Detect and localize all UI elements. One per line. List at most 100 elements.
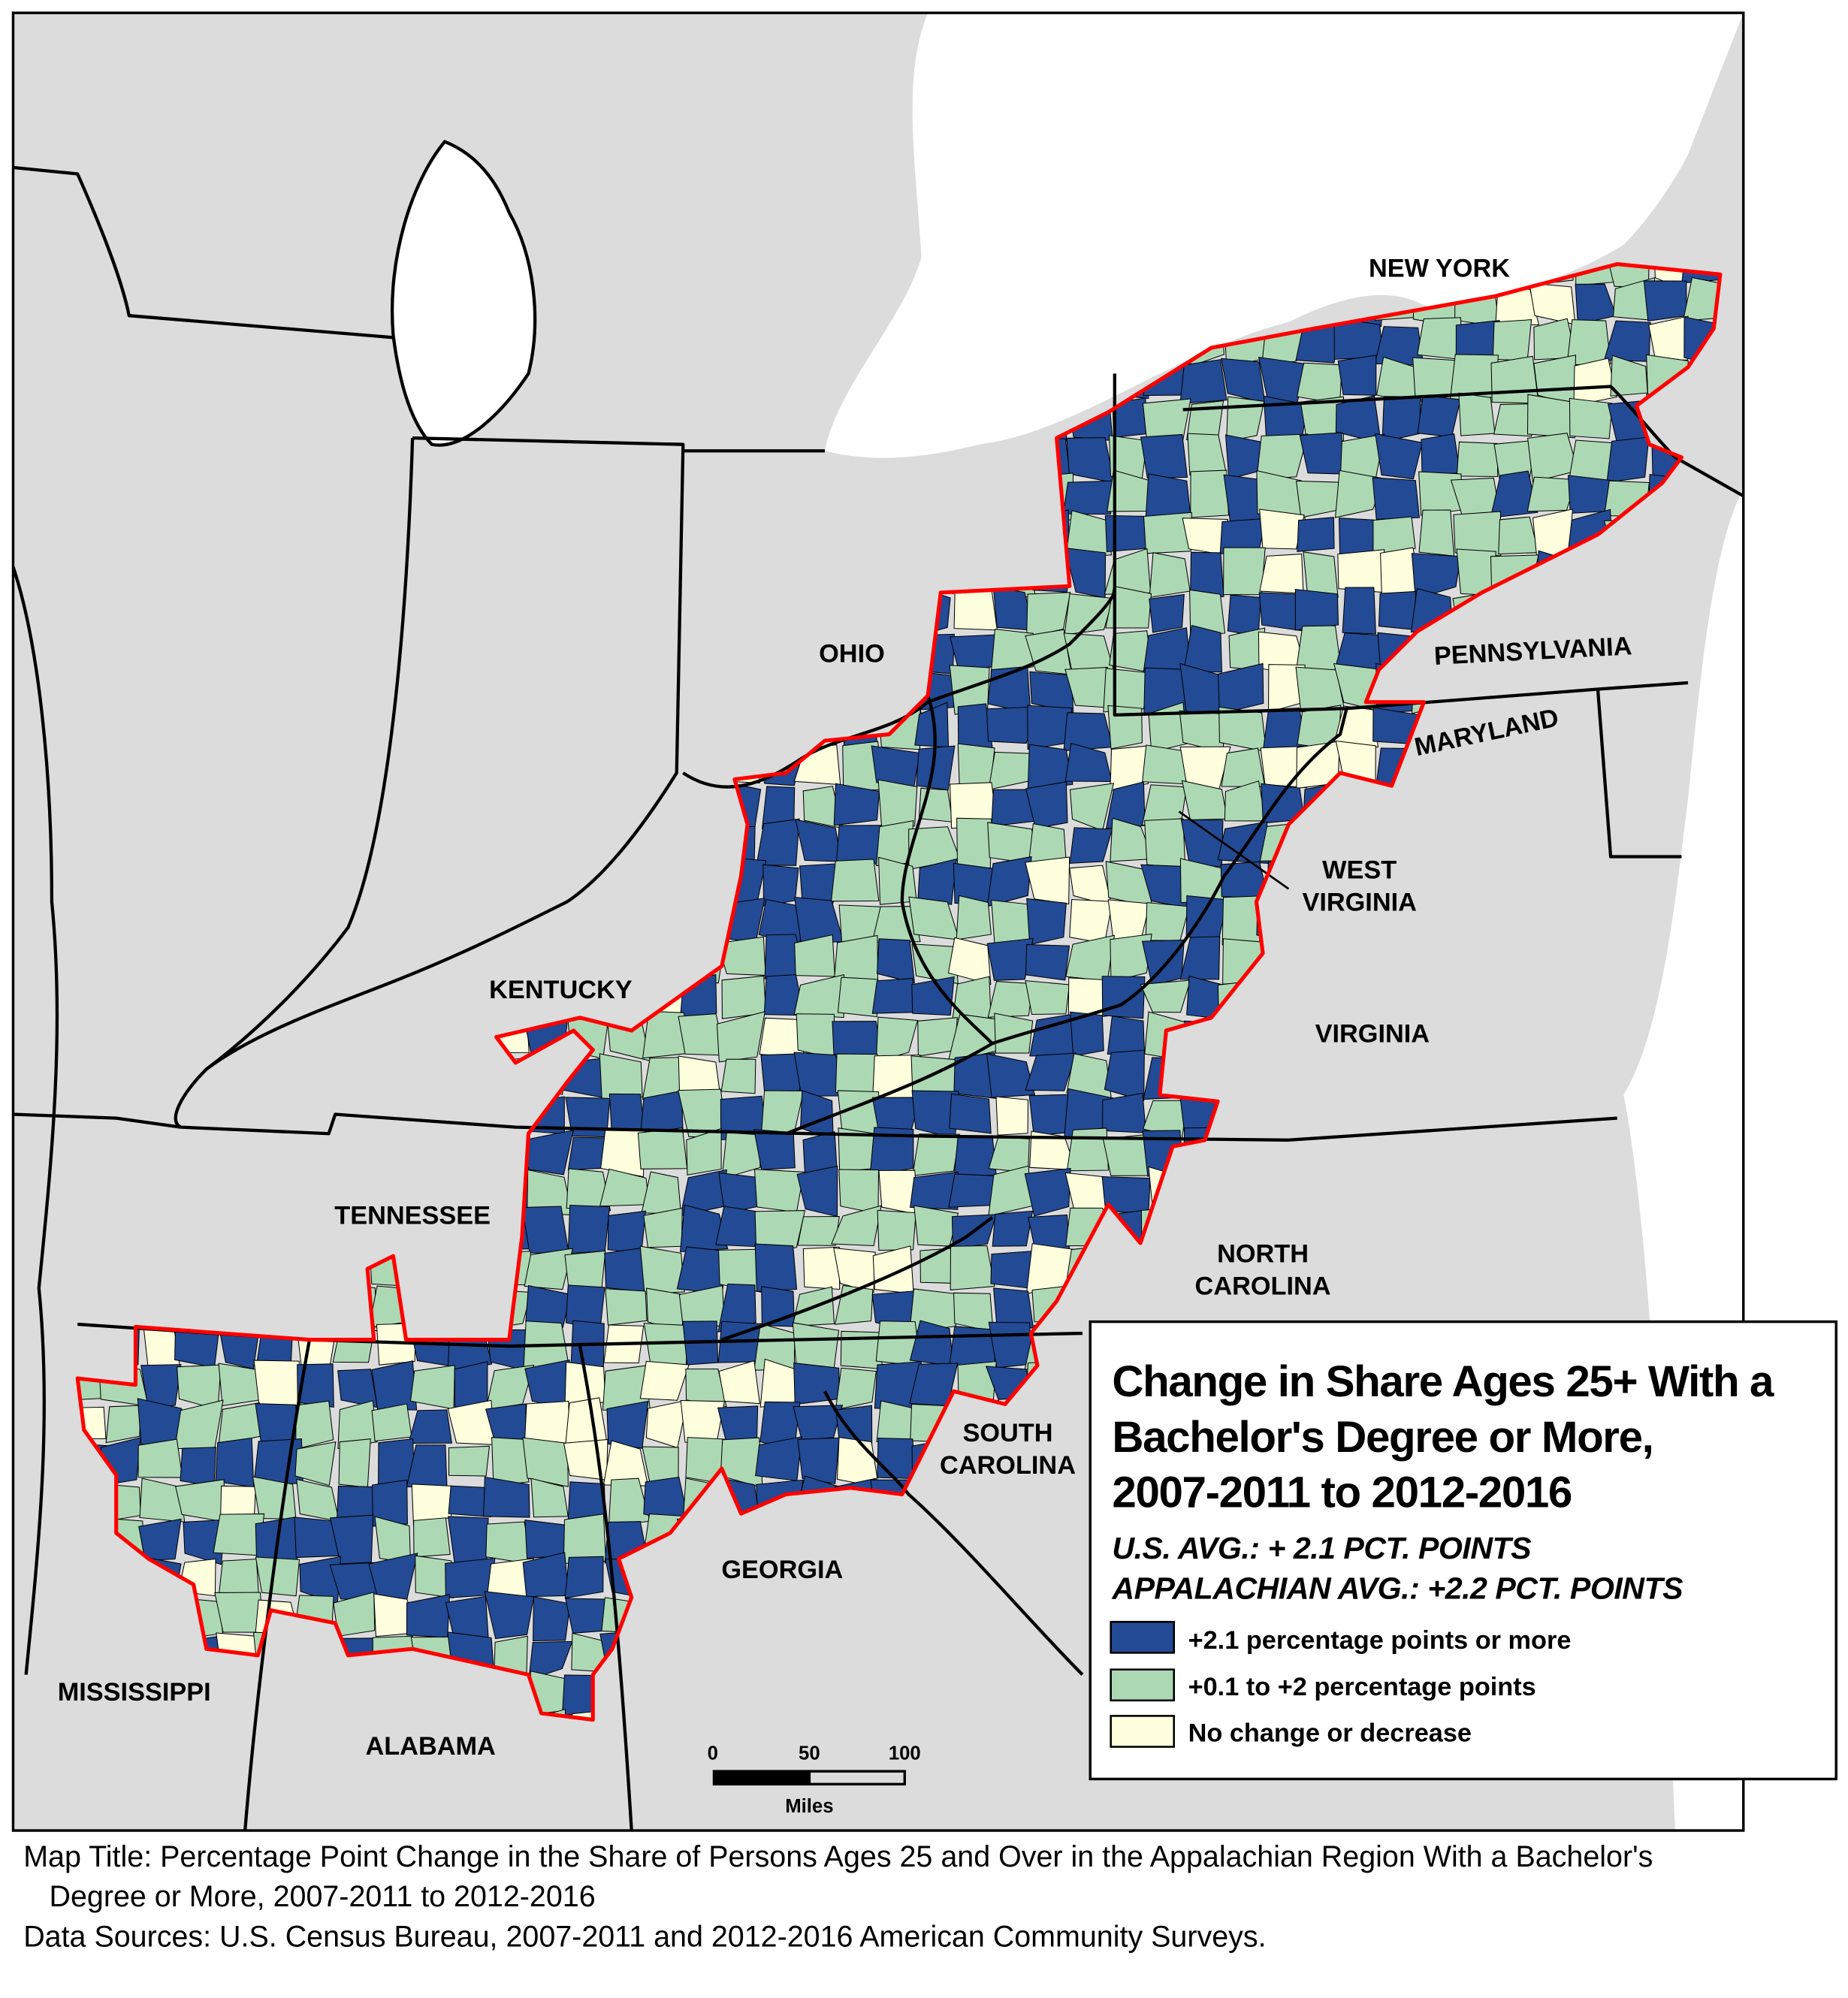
county xyxy=(685,1369,727,1408)
county xyxy=(721,975,767,1019)
county xyxy=(910,1171,959,1210)
county xyxy=(1065,510,1113,559)
county xyxy=(1024,1167,1071,1217)
county xyxy=(1104,1049,1145,1102)
county xyxy=(753,1169,805,1213)
county xyxy=(871,978,916,1014)
county xyxy=(916,745,956,791)
county xyxy=(994,1013,1034,1054)
state-label-north-carolina: NORTH CAROLINA xyxy=(1195,1240,1331,1301)
county xyxy=(1143,512,1192,554)
county xyxy=(1375,433,1423,480)
county xyxy=(528,1640,573,1681)
county xyxy=(913,1205,959,1247)
caption-map-title-2: Degree or More, 2007-2011 to 2012-2016 xyxy=(49,1880,595,1913)
legend-appalachian-average: APPALACHIAN AVG.: +2.2 PCT. POINTS xyxy=(1111,1571,1683,1605)
county xyxy=(1378,590,1417,630)
county xyxy=(797,1437,840,1484)
county xyxy=(1342,587,1376,635)
county xyxy=(180,1447,216,1487)
county xyxy=(838,1169,880,1215)
county xyxy=(409,1365,455,1410)
legend-title-line-1: Change in Share Ages 25+ With a xyxy=(1112,1357,1774,1406)
county xyxy=(639,1245,685,1295)
county xyxy=(756,818,800,866)
county xyxy=(1179,359,1227,405)
state-label-tennessee: TENNESSEE xyxy=(334,1201,491,1230)
state-label-line: NEW YORK xyxy=(1369,255,1510,283)
county xyxy=(1110,745,1149,792)
legend-swatch-high xyxy=(1110,1620,1176,1654)
county xyxy=(599,1053,643,1100)
scale-unit: Miles xyxy=(785,1796,833,1817)
county xyxy=(1107,1016,1146,1055)
state-label-south-carolina: SOUTH CAROLINA xyxy=(940,1419,1076,1480)
scale-segment-filled xyxy=(712,1770,810,1786)
county xyxy=(1458,392,1496,436)
county xyxy=(949,1093,992,1134)
county xyxy=(1183,624,1222,673)
county xyxy=(1027,744,1073,792)
county xyxy=(143,1326,181,1370)
county xyxy=(947,937,992,985)
state-label-ohio: OHIO xyxy=(819,640,885,669)
state-label-line: TENNESSEE xyxy=(334,1201,491,1230)
county xyxy=(721,1132,761,1179)
county xyxy=(948,1173,998,1208)
county xyxy=(524,1248,574,1290)
legend-swatch-low xyxy=(1110,1715,1176,1748)
county xyxy=(1066,1127,1109,1172)
scale-bar: 0 50 100 Miles xyxy=(708,1743,921,1817)
legend-box xyxy=(1089,1320,1837,1781)
county xyxy=(953,587,998,631)
county xyxy=(563,1514,606,1565)
county xyxy=(1337,549,1385,593)
county xyxy=(606,1400,649,1449)
county xyxy=(1648,315,1689,361)
county xyxy=(447,1399,495,1445)
county xyxy=(1492,319,1532,361)
state-label-line: CAROLINA xyxy=(1195,1272,1331,1301)
county xyxy=(986,1053,1036,1098)
state-label-virginia: VIRGINIA xyxy=(1315,1019,1430,1048)
county xyxy=(1526,394,1578,439)
state-label-west-virginia: WEST VIRGINIA xyxy=(1302,856,1416,917)
county xyxy=(754,1243,798,1292)
county xyxy=(639,1360,690,1401)
county xyxy=(1337,355,1377,396)
state-label-alabama: ALABAMA xyxy=(365,1732,495,1761)
county xyxy=(956,817,992,870)
county xyxy=(1102,1092,1147,1133)
county xyxy=(565,1397,608,1446)
scale-tick-0: 0 xyxy=(708,1743,718,1764)
county xyxy=(911,976,955,1016)
county xyxy=(253,1360,302,1411)
county xyxy=(1062,480,1114,515)
county xyxy=(950,1245,995,1290)
county xyxy=(1223,547,1266,596)
county xyxy=(986,856,1032,907)
state-label-georgia: GEORGIA xyxy=(721,1556,843,1584)
county xyxy=(830,859,880,902)
county xyxy=(877,938,915,984)
county xyxy=(678,1055,720,1092)
county xyxy=(523,1709,566,1720)
county xyxy=(1259,554,1304,594)
county xyxy=(1064,593,1114,635)
county xyxy=(524,1400,570,1444)
county xyxy=(408,1409,452,1444)
county xyxy=(835,1367,877,1411)
county xyxy=(605,1288,648,1326)
county xyxy=(720,1058,756,1094)
county xyxy=(1411,553,1462,599)
county xyxy=(949,1326,997,1367)
legend-swatch-mid xyxy=(1110,1668,1176,1702)
county xyxy=(371,1403,412,1442)
county xyxy=(566,1168,611,1212)
county xyxy=(831,1205,882,1247)
county xyxy=(1606,436,1650,484)
county xyxy=(833,783,880,826)
state-label-line: SOUTH xyxy=(962,1419,1052,1447)
